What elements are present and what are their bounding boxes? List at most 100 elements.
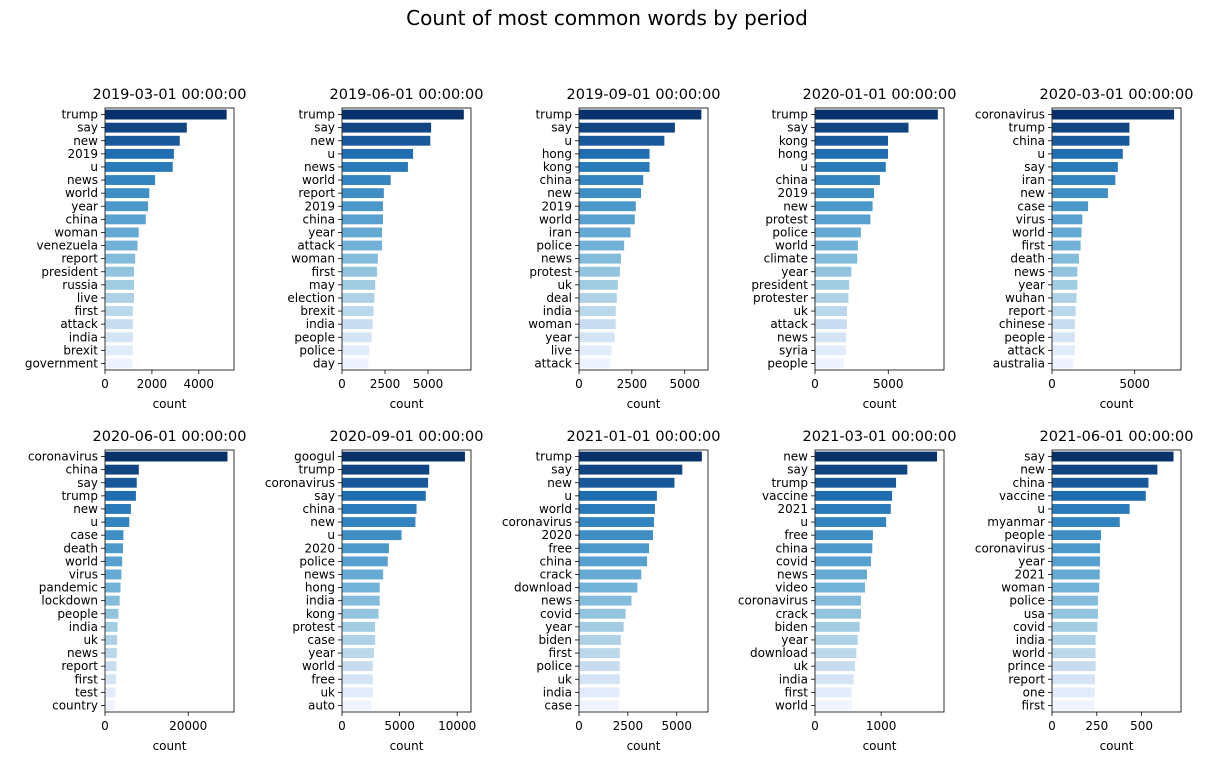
bar bbox=[578, 568, 642, 580]
category-label: india bbox=[543, 685, 572, 699]
bar bbox=[578, 226, 632, 238]
bar bbox=[814, 503, 892, 515]
bar bbox=[814, 608, 862, 620]
bar bbox=[104, 608, 120, 620]
bar bbox=[578, 621, 625, 633]
bar bbox=[341, 582, 381, 594]
category-label: attack bbox=[60, 317, 98, 331]
category-label: country bbox=[52, 698, 98, 712]
bar bbox=[1051, 608, 1099, 620]
x-tick-label: 250 bbox=[1085, 719, 1108, 733]
category-label: new bbox=[547, 476, 572, 490]
axes-frame bbox=[1051, 449, 1182, 713]
axes-frame bbox=[104, 449, 235, 713]
bar bbox=[814, 464, 908, 476]
category-label: crack bbox=[540, 567, 572, 581]
bar bbox=[814, 240, 859, 252]
bar bbox=[104, 240, 139, 252]
bar bbox=[578, 318, 617, 330]
chart-4: 2020-01-01 00:00:00 trumpsaykonghonguchin… bbox=[751, 87, 956, 411]
category-label: trump bbox=[771, 108, 808, 122]
category-label: crack bbox=[776, 607, 808, 621]
bar bbox=[814, 344, 847, 356]
bar bbox=[1051, 634, 1097, 646]
bar bbox=[341, 318, 374, 330]
bar bbox=[1051, 477, 1150, 489]
bar bbox=[341, 279, 376, 291]
bar bbox=[1051, 490, 1147, 502]
category-label: police bbox=[299, 343, 335, 357]
chart-title: 2021-03-01 00:00:00 bbox=[803, 429, 957, 445]
category-label: coronavirus bbox=[502, 515, 572, 529]
chart-title: 2020-09-01 00:00:00 bbox=[330, 429, 484, 445]
bar bbox=[341, 213, 384, 225]
bar bbox=[104, 292, 135, 304]
bar bbox=[104, 305, 134, 317]
bar bbox=[104, 344, 134, 356]
category-label: police bbox=[1009, 594, 1045, 608]
category-label: india bbox=[306, 317, 335, 331]
x-axis-label: count bbox=[627, 739, 661, 753]
category-label: new bbox=[547, 186, 572, 200]
category-label: uk bbox=[793, 304, 808, 318]
bar bbox=[104, 279, 135, 291]
bar bbox=[578, 582, 638, 594]
bar bbox=[578, 266, 621, 278]
bar bbox=[814, 673, 855, 685]
bar bbox=[578, 464, 683, 476]
bar bbox=[578, 331, 616, 343]
bar bbox=[1051, 673, 1096, 685]
bar bbox=[814, 122, 910, 134]
x-tick-label: 0 bbox=[811, 719, 819, 733]
category-label: china bbox=[1013, 476, 1046, 490]
x-axis-label: count bbox=[153, 739, 187, 753]
category-label: u bbox=[564, 134, 572, 148]
x-tick-label: 0 bbox=[101, 377, 109, 391]
bar bbox=[1051, 503, 1131, 515]
category-label: climate bbox=[764, 252, 808, 266]
category-label: report bbox=[61, 252, 98, 266]
x-tick-label: 5000 bbox=[384, 719, 415, 733]
bar bbox=[578, 686, 621, 698]
bar bbox=[1051, 253, 1080, 265]
bar bbox=[104, 122, 188, 134]
bar bbox=[1051, 161, 1119, 173]
bar bbox=[341, 568, 384, 580]
category-label: people bbox=[1004, 528, 1045, 542]
category-label: new bbox=[310, 515, 335, 529]
bar bbox=[104, 582, 122, 594]
x-axis-label: count bbox=[863, 739, 897, 753]
category-label: iran bbox=[1022, 173, 1045, 187]
category-label: news bbox=[67, 173, 98, 187]
category-label: u bbox=[327, 528, 335, 542]
category-label: police bbox=[772, 225, 808, 239]
bar bbox=[1051, 200, 1089, 212]
category-label: china bbox=[1013, 134, 1046, 148]
category-label: china bbox=[776, 541, 809, 555]
x-tick-label: 5000 bbox=[661, 719, 692, 733]
bar bbox=[814, 595, 862, 607]
category-label: say bbox=[314, 489, 335, 503]
category-label: say bbox=[77, 476, 98, 490]
category-label: 2019 bbox=[304, 199, 335, 213]
bar bbox=[814, 621, 861, 633]
category-label: u bbox=[564, 489, 572, 503]
category-label: live bbox=[551, 343, 572, 357]
chart-6: 2020-06-01 00:00:00 coronaviruschinasaytr… bbox=[28, 429, 247, 753]
category-label: u bbox=[90, 515, 98, 529]
category-label: test bbox=[75, 685, 98, 699]
bar bbox=[578, 516, 655, 528]
bar bbox=[341, 122, 432, 134]
category-label: year bbox=[1018, 554, 1045, 568]
category-label: case bbox=[70, 528, 98, 542]
category-label: wuhan bbox=[1005, 291, 1045, 305]
category-label: hong bbox=[542, 147, 572, 161]
x-axis-label: count bbox=[1100, 397, 1134, 411]
bar bbox=[578, 109, 702, 121]
bar bbox=[341, 503, 418, 515]
category-label: download bbox=[750, 646, 808, 660]
bar bbox=[1051, 647, 1097, 659]
category-label: first bbox=[1022, 698, 1046, 712]
category-label: auto bbox=[308, 698, 335, 712]
category-label: brexit bbox=[63, 343, 98, 357]
